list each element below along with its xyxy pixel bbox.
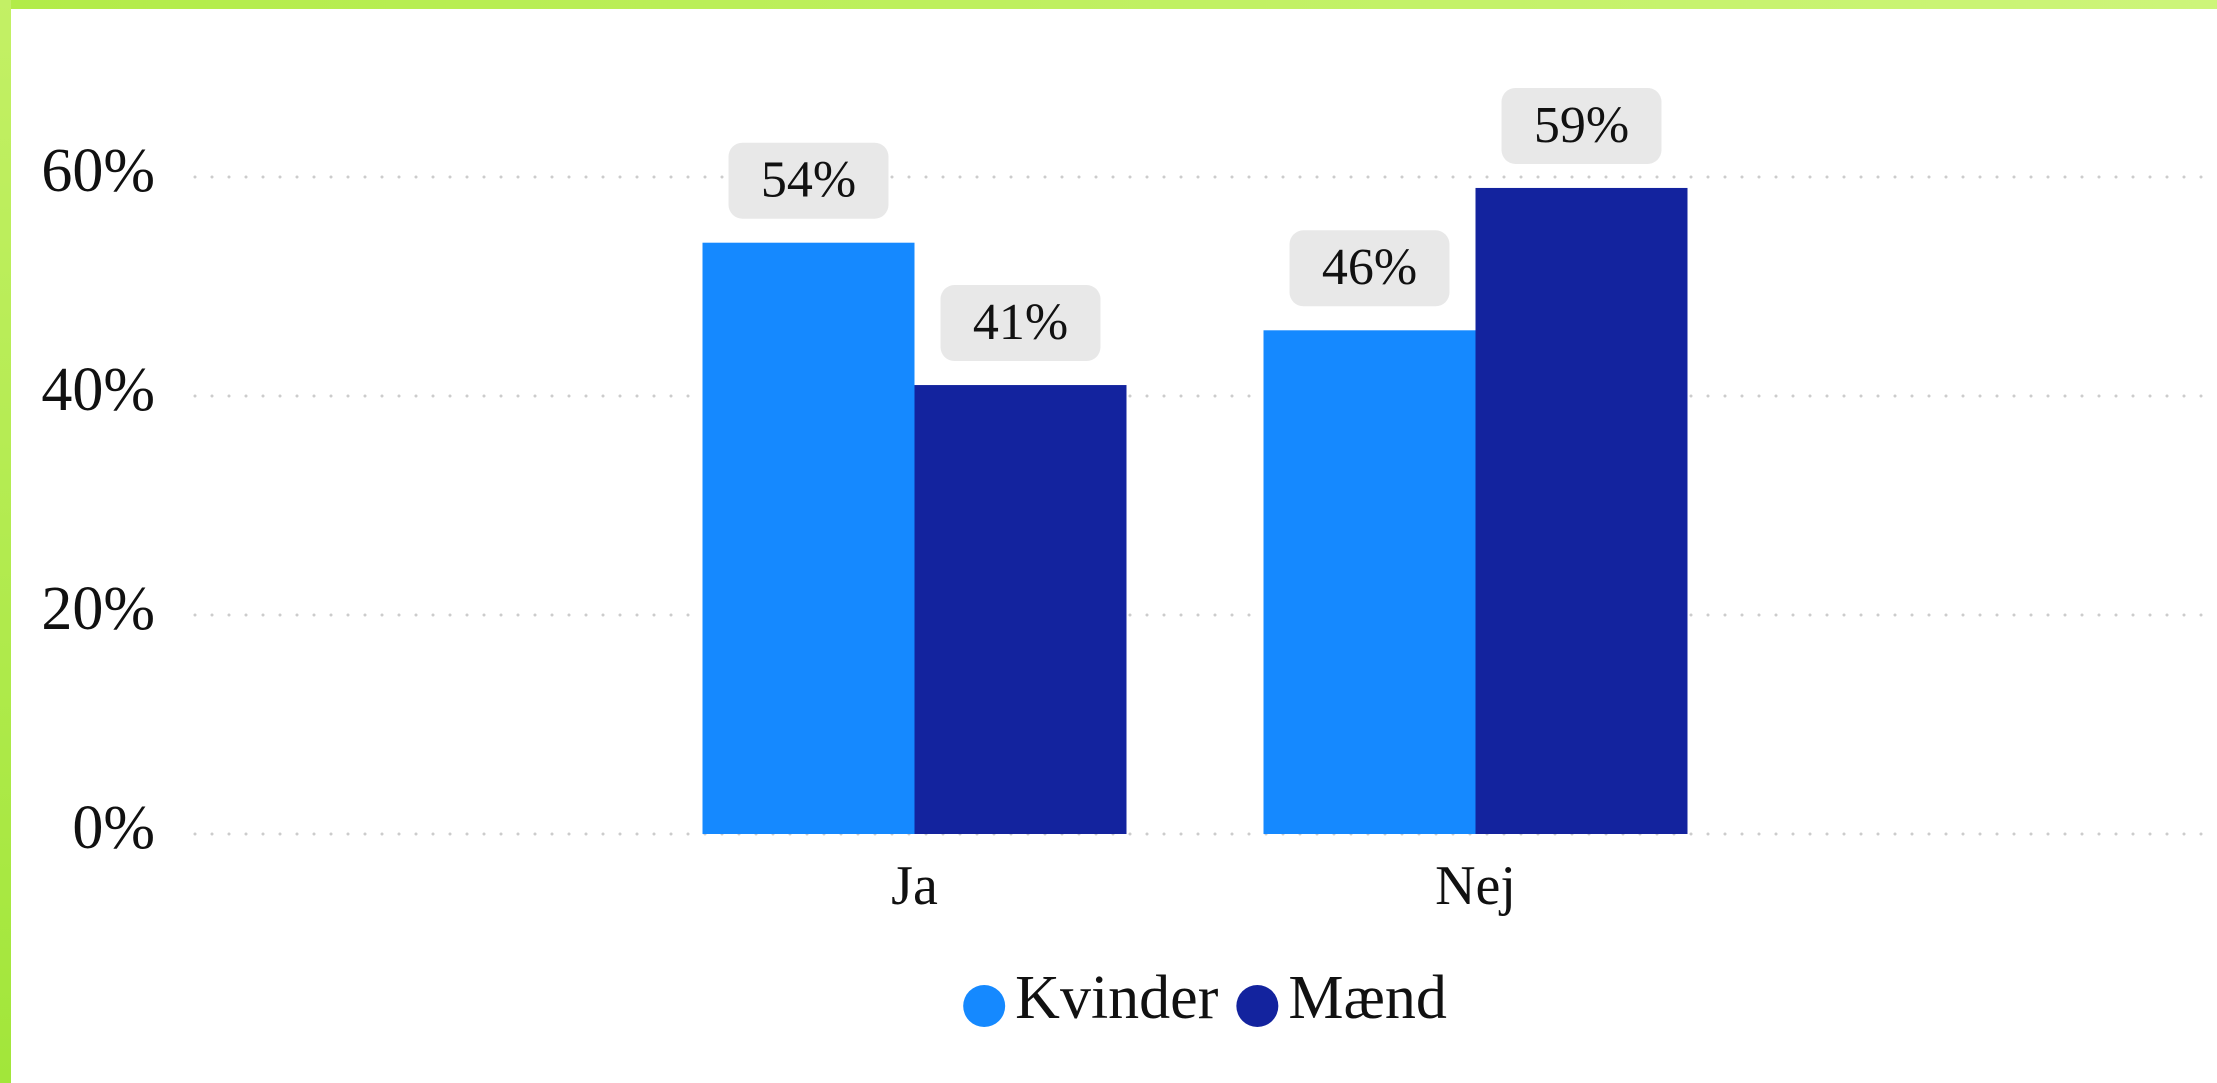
value-label-box xyxy=(1289,230,1450,307)
legend-marker xyxy=(1236,985,1279,1027)
value-label-box xyxy=(940,285,1101,362)
frame-left xyxy=(0,0,11,1083)
y-tick-label: 20% xyxy=(41,575,155,643)
bar xyxy=(914,385,1127,834)
y-tick-label: 60% xyxy=(41,137,155,205)
legend-label: Kvinder xyxy=(1015,964,1219,1032)
value-label: 46% xyxy=(1322,239,1417,296)
plot: 0% 20% 40% 60% Ja 54% 41% Nej 46% 59% Kvinder Mænd xyxy=(41,87,2217,1032)
value-label: 54% xyxy=(761,152,856,209)
value-label: 41% xyxy=(973,294,1068,351)
bar xyxy=(1475,187,1688,834)
legend-marker xyxy=(963,985,1006,1027)
legend-label: Mænd xyxy=(1288,964,1446,1032)
value-label: 59% xyxy=(1534,97,1629,154)
bar xyxy=(1263,330,1476,834)
x-tick-label: Ja xyxy=(891,855,938,917)
value-label-box xyxy=(1501,87,1662,164)
bar xyxy=(702,242,915,834)
y-tick-label: 40% xyxy=(41,356,155,424)
x-tick-label: Nej xyxy=(1435,855,1516,917)
frame-top xyxy=(0,0,2217,9)
value-label-box xyxy=(728,142,889,219)
y-tick-label: 0% xyxy=(72,794,155,862)
